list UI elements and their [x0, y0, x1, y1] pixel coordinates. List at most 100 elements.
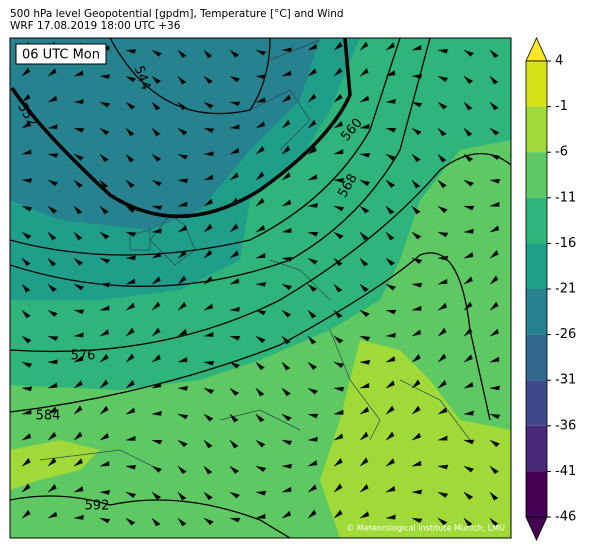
wind-barb — [151, 491, 162, 500]
wind-barb — [281, 439, 293, 446]
wind-barb — [125, 302, 136, 311]
wind-barb — [47, 179, 59, 187]
wind-barb — [255, 225, 266, 233]
wind-barb — [21, 121, 32, 129]
wind-barb — [21, 457, 31, 467]
wind-barb — [281, 70, 292, 77]
wind-barb — [437, 255, 449, 261]
wind-barb — [359, 359, 371, 365]
wind-barb — [229, 75, 241, 83]
wind-barb — [255, 171, 265, 181]
wind-barb — [359, 484, 369, 493]
wind-barb — [125, 278, 136, 285]
contour — [10, 38, 431, 287]
wind-barb — [281, 94, 292, 103]
wind-barb — [359, 335, 371, 342]
wind-barb — [281, 47, 293, 53]
wind-barb — [47, 457, 57, 467]
wind-barb — [307, 484, 317, 493]
temp-field — [10, 38, 320, 230]
map — [10, 38, 511, 538]
wind-barb — [489, 439, 500, 448]
wind-barb — [21, 386, 33, 392]
wind-barb — [437, 75, 449, 83]
wind-barb — [203, 127, 215, 134]
wind-barb — [177, 465, 187, 475]
wind-barb — [151, 75, 161, 85]
wind-barb — [229, 465, 240, 474]
wind-barb — [255, 335, 266, 344]
wind-barb — [125, 407, 136, 415]
wind-barb — [489, 225, 500, 233]
wind-barb — [385, 514, 396, 520]
wind-barb — [463, 491, 474, 500]
wind-barb — [463, 327, 473, 337]
wind-barb — [177, 249, 187, 259]
wind-barb — [47, 124, 58, 130]
wind-barb — [125, 353, 135, 363]
wind-barb — [151, 410, 162, 416]
wind-barb — [73, 231, 83, 241]
wind-barb — [21, 67, 31, 77]
wind-barb — [177, 357, 188, 363]
wind-barb — [151, 153, 162, 162]
wind-barb — [437, 380, 447, 389]
wind-barb — [437, 48, 449, 54]
wind-barb — [463, 410, 474, 416]
wind-barb — [47, 68, 57, 77]
wind-barb — [385, 283, 396, 291]
wind-barb — [151, 127, 161, 137]
contour-label: 592 — [85, 499, 110, 514]
wind-barb — [385, 380, 395, 389]
map-frame — [9, 37, 512, 539]
wind-barb — [411, 231, 422, 240]
wind-barb — [47, 511, 58, 519]
wind-barb — [99, 282, 111, 288]
wind-barb — [359, 383, 370, 389]
wind-barb — [333, 149, 344, 155]
wind-barb — [125, 464, 137, 470]
wind-barb — [281, 172, 291, 181]
wind-barb — [47, 95, 58, 103]
wind-barb — [437, 231, 449, 238]
wind-barb — [125, 491, 137, 499]
colorbar-tick-label: -16 — [555, 236, 576, 251]
wind-barb — [151, 301, 161, 311]
colorbar-band — [526, 425, 547, 472]
wind-barb — [333, 309, 343, 319]
wind-barb — [359, 511, 370, 519]
subtitle: WRF 17.08.2019 18:00 UTC +36 — [10, 20, 181, 32]
wind-barb — [333, 335, 344, 344]
wind-barb — [125, 380, 135, 389]
colorbar-extend — [525, 37, 548, 62]
wind-barb — [385, 486, 396, 493]
colorbar-tick-label: -41 — [555, 464, 576, 479]
wind-barb — [229, 306, 240, 312]
wind-barb — [177, 275, 187, 285]
wind-barb — [177, 439, 188, 448]
wind-barb — [125, 179, 135, 189]
wind-barb — [203, 249, 213, 259]
colorbar-band — [526, 61, 547, 107]
wind-barb — [281, 256, 293, 262]
wind-barb — [255, 253, 266, 259]
wind-barb — [489, 178, 501, 184]
wind-barb — [307, 119, 317, 129]
wind-barb — [203, 491, 213, 501]
wind-barb — [333, 231, 344, 240]
wind-barb — [21, 93, 31, 103]
wind-barb — [281, 283, 293, 291]
colorbar-band — [526, 243, 547, 289]
wind-barb — [437, 327, 447, 337]
wind-barb — [73, 179, 83, 189]
wind-barb — [307, 361, 318, 370]
wind-barb — [255, 439, 266, 448]
wind-barb — [151, 382, 162, 389]
wind-barb — [437, 101, 448, 110]
wind-barb — [203, 198, 214, 207]
wind-barb — [437, 407, 448, 415]
wind-barb — [411, 101, 423, 108]
wind-barb — [333, 177, 345, 183]
colorbar-band — [526, 152, 547, 198]
